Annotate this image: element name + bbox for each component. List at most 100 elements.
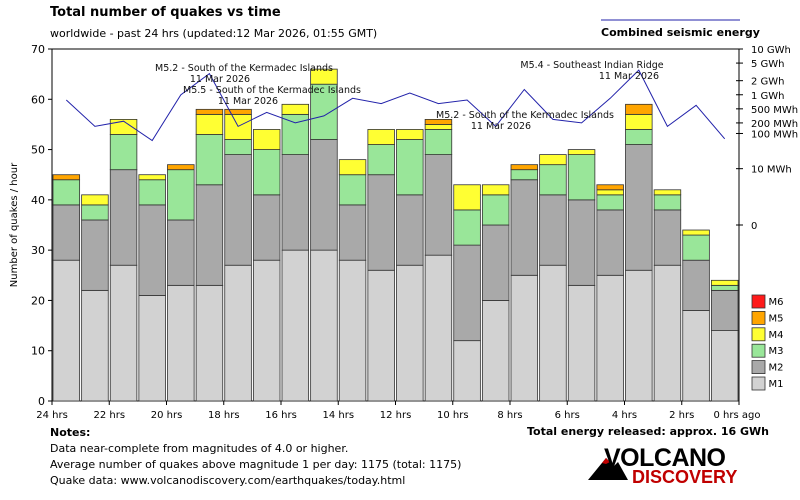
bar-m2 bbox=[310, 139, 338, 251]
bar-m5 bbox=[52, 174, 81, 181]
bar-m2 bbox=[424, 154, 453, 256]
energy-tick-label: 0 bbox=[751, 221, 757, 232]
bar-m3 bbox=[710, 284, 739, 291]
bar-m2 bbox=[81, 219, 109, 291]
x-tick-label: 20 hrs bbox=[151, 410, 183, 421]
bar-m1 bbox=[596, 274, 624, 402]
bar-m1 bbox=[138, 294, 166, 402]
energy-tick-label: 200 MWh bbox=[751, 119, 798, 130]
bar-m1 bbox=[224, 264, 252, 402]
bar-m2 bbox=[367, 174, 395, 271]
bar-m2 bbox=[52, 204, 81, 261]
bar-m3 bbox=[653, 194, 682, 211]
bar-m2 bbox=[281, 154, 310, 251]
bar-m2 bbox=[396, 194, 424, 266]
legend-label-m4: M4 bbox=[769, 330, 784, 341]
bar-m1 bbox=[367, 269, 395, 402]
bar-m2 bbox=[625, 144, 653, 271]
x-tick-label: 8 hrs bbox=[497, 410, 522, 421]
annotation-date: 11 Mar 2026 bbox=[471, 121, 531, 132]
legend-swatch-m5 bbox=[751, 310, 766, 325]
bar-m1 bbox=[481, 300, 510, 402]
bar-m3 bbox=[81, 204, 109, 221]
x-tick-label: 18 hrs bbox=[208, 410, 240, 421]
bar-m1 bbox=[52, 259, 81, 402]
bar-m3 bbox=[396, 139, 424, 196]
bar-m4 bbox=[424, 124, 453, 130]
bar-m5 bbox=[224, 108, 252, 115]
bar-m1 bbox=[195, 284, 224, 402]
bar-m3 bbox=[338, 174, 367, 206]
bar-m5 bbox=[424, 119, 453, 125]
energy-tick-label: 2 GWh bbox=[751, 77, 785, 88]
annotation-date: 11 Mar 2026 bbox=[190, 74, 250, 85]
bar-m2 bbox=[596, 209, 624, 276]
legend-swatch-m4 bbox=[751, 327, 766, 342]
bar-m2 bbox=[653, 209, 682, 266]
energy-tick-label: 10 MWh bbox=[751, 165, 792, 176]
bar-m4 bbox=[682, 229, 710, 236]
bar-m5 bbox=[510, 164, 539, 171]
bar-m3 bbox=[625, 129, 653, 145]
bar-m2 bbox=[167, 219, 195, 286]
bar-m3 bbox=[424, 129, 453, 155]
annotation-label: M5.2 - South of the Kermadec Islands bbox=[436, 110, 614, 121]
energy-tick-label: 10 GWh bbox=[751, 45, 791, 56]
bar-m2 bbox=[710, 289, 739, 332]
bar-m2 bbox=[510, 179, 539, 276]
bar-m1 bbox=[625, 269, 653, 402]
y-tick-label: 60 bbox=[31, 93, 45, 106]
bar-m3 bbox=[52, 179, 81, 206]
legend-label-m3: M3 bbox=[769, 346, 784, 357]
y-tick-label: 20 bbox=[31, 294, 45, 307]
bar-m4 bbox=[396, 129, 424, 140]
bar-m1 bbox=[710, 330, 739, 402]
bar-m4 bbox=[625, 113, 653, 130]
bar-m3 bbox=[138, 179, 166, 206]
notes-line-completeness: Data near-complete from magnitudes of 4.… bbox=[50, 442, 349, 455]
notes-heading: Notes: bbox=[50, 426, 91, 439]
legend-label-m2: M2 bbox=[769, 363, 784, 374]
y-tick-label: 0 bbox=[38, 395, 45, 408]
bar-m1 bbox=[567, 284, 596, 402]
x-tick-label: 14 hrs bbox=[322, 410, 354, 421]
volcanodiscovery-logo: VOLCANO DISCOVERY bbox=[588, 444, 758, 494]
y-axis-label: Number of quakes / hour bbox=[9, 162, 20, 287]
chart-title: Total number of quakes vs time bbox=[50, 5, 281, 20]
bar-m1 bbox=[682, 310, 710, 402]
legend-label-m6: M6 bbox=[769, 297, 784, 308]
bar-m1 bbox=[653, 264, 682, 402]
legend-label-m1: M1 bbox=[769, 379, 784, 390]
bar-m3 bbox=[195, 134, 224, 186]
bar-m4 bbox=[453, 184, 481, 211]
bar-m2 bbox=[195, 184, 224, 286]
notes-block: Notes: Data near-complete from magnitude… bbox=[50, 425, 461, 489]
x-tick-label: 12 hrs bbox=[380, 410, 412, 421]
bar-m5 bbox=[625, 103, 653, 115]
bar-m4 bbox=[138, 174, 166, 181]
x-tick-label: 22 hrs bbox=[93, 410, 125, 421]
bar-m4 bbox=[310, 68, 338, 85]
y-tick-label: 10 bbox=[31, 345, 45, 358]
bar-m3 bbox=[453, 209, 481, 246]
volcano-logo-icon bbox=[588, 458, 628, 480]
bar-m4 bbox=[367, 129, 395, 145]
bar-m4 bbox=[481, 184, 510, 196]
bar-m2 bbox=[481, 224, 510, 301]
bar-m4 bbox=[195, 113, 224, 135]
energy-line bbox=[65, 69, 726, 142]
bar-m3 bbox=[167, 169, 195, 221]
bar-m2 bbox=[453, 244, 481, 342]
y-tick-label: 50 bbox=[31, 144, 45, 157]
annotation-label: M5.5 - South of the Kermadec Islands bbox=[183, 85, 361, 96]
bar-m1 bbox=[252, 259, 281, 402]
bar-m3 bbox=[224, 139, 252, 155]
bar-m4 bbox=[596, 189, 624, 196]
bar-m3 bbox=[367, 144, 395, 176]
bar-m3 bbox=[567, 154, 596, 201]
bar-m3 bbox=[109, 134, 138, 171]
bar-m3 bbox=[510, 169, 539, 181]
x-tick-label: 10 hrs bbox=[437, 410, 469, 421]
bar-m4 bbox=[567, 149, 596, 155]
bar-m1 bbox=[310, 249, 338, 402]
